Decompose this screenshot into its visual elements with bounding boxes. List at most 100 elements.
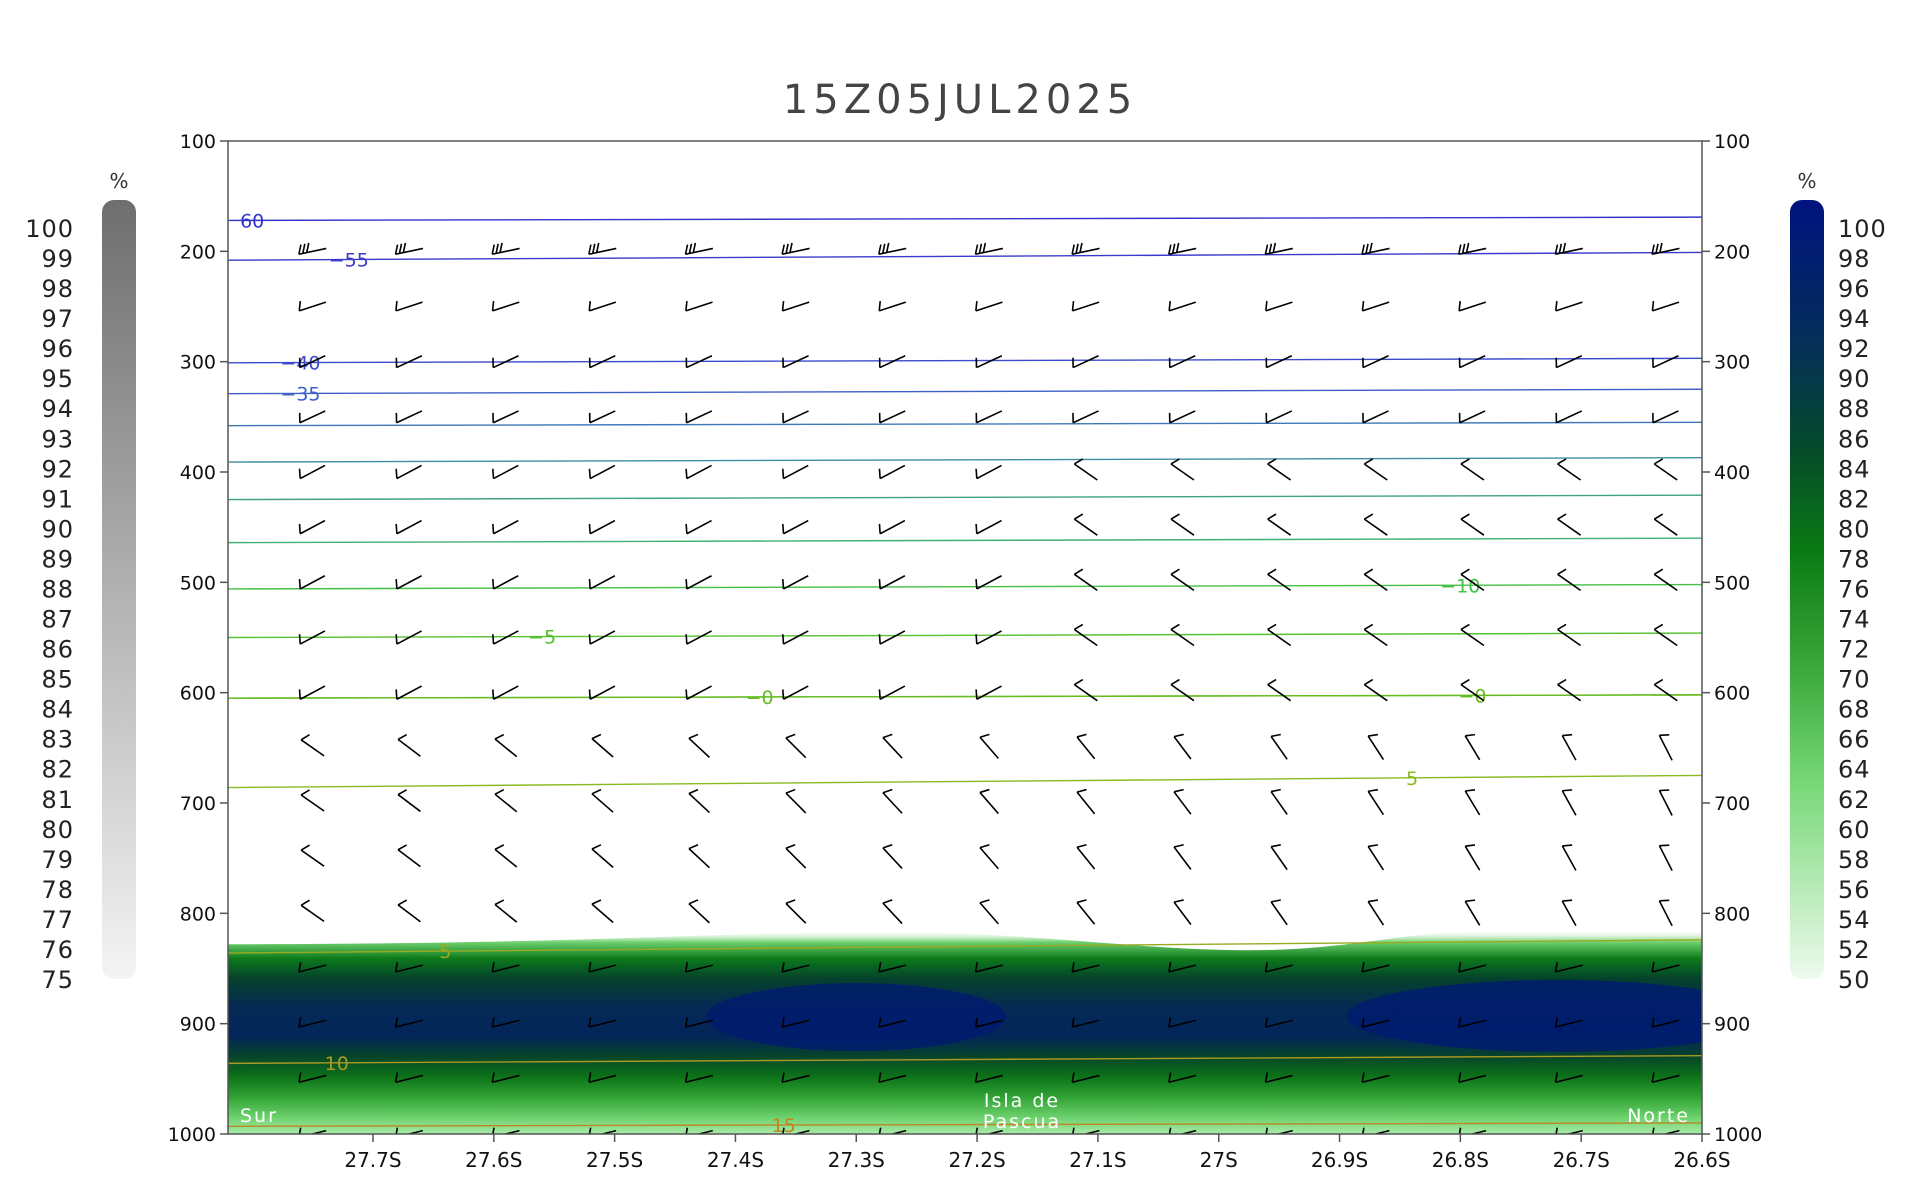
wind-barb-feather: [1264, 1017, 1269, 1028]
wind-barb: [588, 355, 616, 369]
wind-barb-feather: [1659, 734, 1670, 737]
wind-barb: [298, 1072, 327, 1083]
wind-barb-feather: [878, 634, 881, 645]
wind-barb-feather: [1461, 243, 1466, 254]
wind-barb-shaft: [1651, 1129, 1680, 1134]
wind-barb-feather: [878, 300, 882, 311]
wind-barb-feather: [1651, 962, 1655, 973]
colorbar-label: 60: [1838, 816, 1871, 844]
wind-barb-shaft: [1556, 410, 1583, 424]
wind-barb-feather: [492, 412, 494, 423]
wind-barb: [1072, 355, 1099, 369]
temperature-contour: [228, 1054, 1702, 1065]
wind-barb-shaft: [1169, 410, 1196, 424]
wind-barb-feather: [1363, 458, 1374, 465]
colorbar-label: 80: [1838, 515, 1871, 543]
wind-barb-shaft: [1458, 301, 1487, 312]
wind-barb-feather: [397, 844, 408, 851]
wind-barb-feather: [395, 300, 398, 311]
wind-barb: [979, 733, 999, 759]
wind-barb: [781, 630, 809, 645]
wind-barb-shaft: [1073, 683, 1098, 702]
wind-barb-shaft: [1555, 1074, 1583, 1083]
temperature-contour: [228, 388, 1702, 395]
wind-barb: [1561, 789, 1577, 816]
wind-barb: [588, 410, 616, 424]
wind-barb-shaft: [1464, 790, 1481, 816]
wind-barb-feather: [1270, 733, 1281, 738]
wind-barb: [492, 575, 519, 590]
wind-barb: [492, 519, 519, 535]
wind-barb-feather: [298, 357, 301, 368]
wind-barb-shaft: [299, 464, 326, 480]
wind-barb: [782, 355, 809, 369]
wind-barb-shaft: [1168, 1019, 1197, 1028]
wind-barb-feather: [685, 412, 688, 423]
wind-barb-feather: [302, 243, 306, 254]
wind-barb-shaft: [1170, 463, 1195, 481]
wind-barb: [298, 630, 326, 645]
wind-barb-feather: [878, 1017, 882, 1028]
wind-barb: [1458, 410, 1486, 424]
wind-barb-shaft: [688, 848, 710, 869]
wind-barb-feather: [1465, 733, 1476, 737]
wind-barb: [588, 300, 617, 312]
wind-barb-shaft: [494, 903, 518, 923]
wind-barb-shaft: [782, 355, 809, 369]
wind-barb-feather: [1267, 678, 1277, 686]
wind-barb-feather: [1652, 412, 1654, 423]
wind-barb-feather: [882, 733, 893, 739]
wind-barb: [1554, 1127, 1583, 1134]
wind-barb: [1071, 300, 1100, 312]
wind-barb-feather: [1073, 513, 1084, 520]
wind-barb-feather: [595, 242, 600, 253]
wind-barb-feather: [1267, 623, 1277, 631]
wind-barb-feather: [1651, 1127, 1655, 1134]
wind-barb-shaft: [1651, 1019, 1680, 1028]
wind-barb-shaft: [976, 630, 1002, 645]
wind-barb-shaft: [688, 737, 710, 758]
wind-barb: [1361, 1127, 1390, 1134]
wind-barb-feather: [1458, 1072, 1462, 1083]
wind-barb: [1554, 300, 1583, 312]
wind-barb-shaft: [591, 738, 614, 758]
wind-barb: [1073, 513, 1098, 536]
wind-barb-shaft: [1555, 964, 1583, 973]
wind-barb: [1073, 623, 1098, 647]
y-tick-label-left: 700: [180, 793, 216, 815]
wind-barb-shaft: [396, 519, 422, 535]
wind-barb: [1265, 410, 1293, 424]
wind-barb-feather: [688, 733, 699, 740]
wind-barb-feather: [1170, 513, 1180, 520]
wind-barb: [979, 843, 999, 870]
wind-barb: [1651, 962, 1680, 973]
wind-barb-shaft: [1265, 1019, 1293, 1028]
y-tick-label-right: 300: [1714, 352, 1750, 374]
colorbar-label: 90: [41, 515, 74, 543]
wind-barb: [1557, 568, 1582, 592]
wind-barb-shaft: [492, 1129, 520, 1134]
wind-barb-shaft: [1653, 683, 1678, 702]
wind-barb-feather: [395, 579, 398, 589]
wind-barb-feather: [1270, 788, 1281, 793]
wind-barb-feather: [298, 244, 302, 255]
wind-barb: [1362, 355, 1389, 369]
wind-barb: [1653, 513, 1678, 536]
annotation-sur: Sur: [240, 1105, 278, 1127]
wind-barb-feather: [1267, 513, 1277, 520]
wind-barb-feather: [1557, 513, 1567, 520]
chart-title: 15Z05JUL2025: [783, 77, 1137, 123]
wind-barb: [494, 899, 518, 923]
wind-barb-shaft: [492, 410, 519, 424]
wind-barb: [974, 1072, 1003, 1083]
wind-barb-feather: [1173, 899, 1184, 903]
wind-barb-feather: [394, 1017, 399, 1028]
wind-barb-shaft: [1265, 1074, 1293, 1083]
wind-barb: [591, 899, 614, 924]
x-tick-label: 27S: [1200, 1148, 1238, 1172]
wind-barb-shaft: [494, 848, 518, 868]
wind-barb-feather: [591, 899, 602, 905]
wind-barb: [494, 788, 518, 813]
